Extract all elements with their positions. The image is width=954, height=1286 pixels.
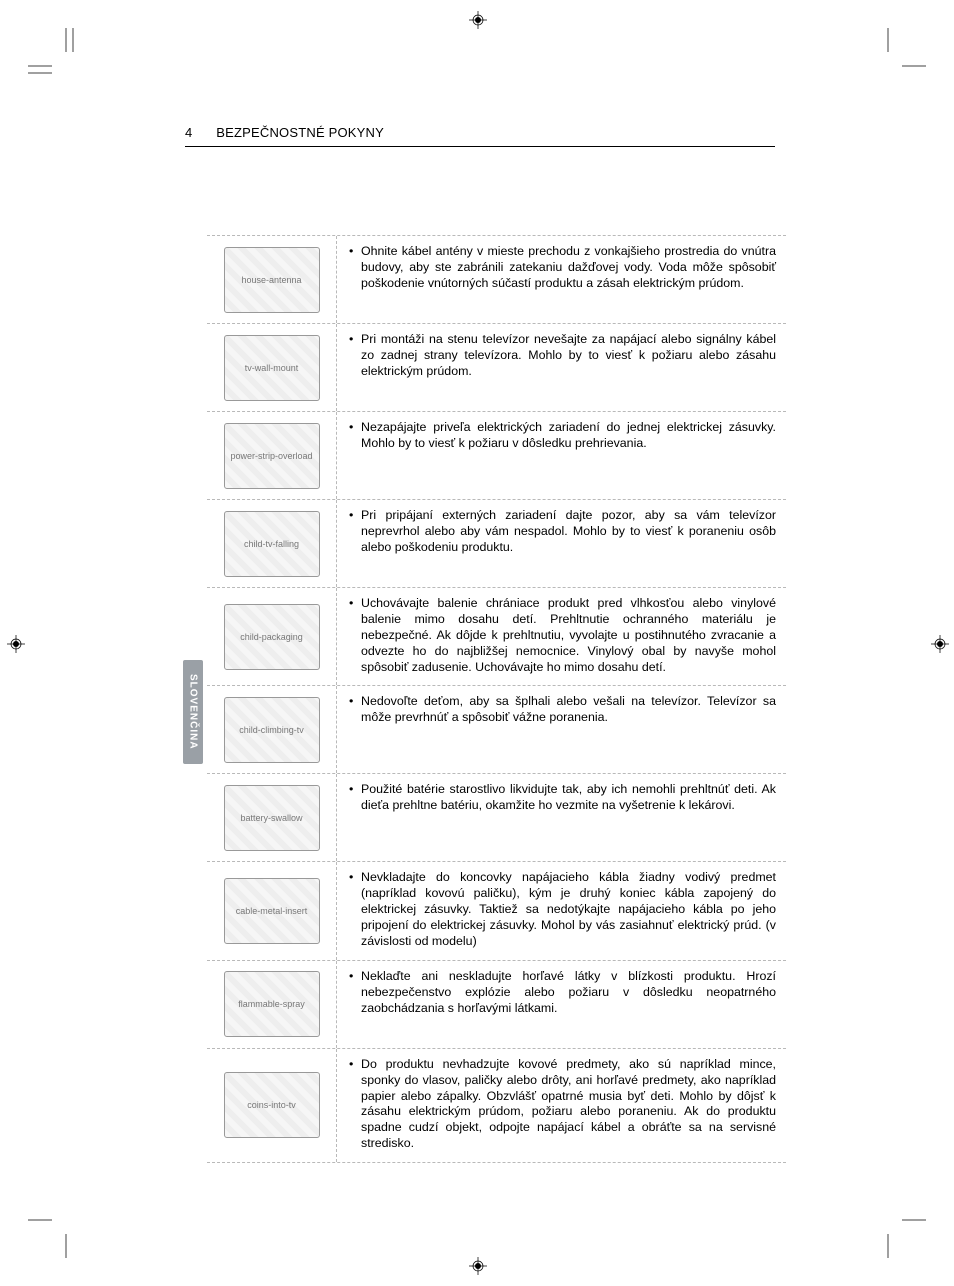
row-icon-cell	[207, 961, 337, 1048]
row-icon-cell	[207, 588, 337, 685]
page-number: 4	[185, 125, 192, 140]
table-row: Nedovoľte deťom, aby sa šplhali alebo ve…	[207, 686, 786, 774]
registration-mark-left	[6, 634, 26, 654]
page-frame: 4 BEZPEČNOSTNÉ POKYNY SLOVENČINA Ohnite …	[55, 50, 903, 1240]
safety-illustration-icon	[224, 247, 320, 313]
row-text-cell: Do produktu nevhadzujte kovové predmety,…	[337, 1049, 786, 1162]
row-text-cell: Uchovávajte balenie chrániace produkt pr…	[337, 588, 786, 685]
row-icon-cell	[207, 686, 337, 773]
row-text-cell: Nevkladajte do koncovky napájacieho kábl…	[337, 862, 786, 959]
instruction-text: Pri montáži na stenu televízor nevešajte…	[349, 332, 776, 380]
registration-mark-right	[930, 634, 950, 654]
table-row: Pri pripájaní externých zariadení dajte …	[207, 500, 786, 588]
safety-illustration-icon	[224, 785, 320, 851]
instruction-text: Nevkladajte do koncovky napájacieho kábl…	[349, 870, 776, 949]
instruction-text: Uchovávajte balenie chrániace produkt pr…	[349, 596, 776, 675]
safety-illustration-icon	[224, 423, 320, 489]
row-text-cell: Pri montáži na stenu televízor nevešajte…	[337, 324, 786, 411]
safety-illustration-icon	[224, 1072, 320, 1138]
row-text-cell: Nezapájajte priveľa elektrických zariade…	[337, 412, 786, 499]
instruction-text: Nedovoľte deťom, aby sa šplhali alebo ve…	[349, 694, 776, 726]
row-icon-cell	[207, 862, 337, 959]
page-header: 4 BEZPEČNOSTNÉ POKYNY	[185, 125, 775, 147]
safety-illustration-icon	[224, 697, 320, 763]
table-row: Ohnite kábel antény v mieste prechodu z …	[207, 236, 786, 324]
table-row: Nezapájajte priveľa elektrických zariade…	[207, 412, 786, 500]
table-row: Pri montáži na stenu televízor nevešajte…	[207, 324, 786, 412]
safety-instructions-table: Ohnite kábel antény v mieste prechodu z …	[207, 235, 786, 1163]
safety-illustration-icon	[224, 878, 320, 944]
language-tab-label: SLOVENČINA	[188, 674, 199, 750]
row-icon-cell	[207, 774, 337, 861]
row-icon-cell	[207, 500, 337, 587]
row-text-cell: Neklaďte ani neskladujte horľavé látky v…	[337, 961, 786, 1048]
instruction-text: Do produktu nevhadzujte kovové predmety,…	[349, 1057, 776, 1152]
table-row: Neklaďte ani neskladujte horľavé látky v…	[207, 961, 786, 1049]
row-icon-cell	[207, 236, 337, 323]
instruction-text: Pri pripájaní externých zariadení dajte …	[349, 508, 776, 556]
registration-mark-top	[468, 10, 488, 30]
row-text-cell: Pri pripájaní externých zariadení dajte …	[337, 500, 786, 587]
instruction-text: Neklaďte ani neskladujte horľavé látky v…	[349, 969, 776, 1017]
row-icon-cell	[207, 1049, 337, 1162]
row-text-cell: Použité batérie starostlivo likvidujte t…	[337, 774, 786, 861]
safety-illustration-icon	[224, 511, 320, 577]
registration-mark-bottom	[468, 1256, 488, 1276]
table-row: Použité batérie starostlivo likvidujte t…	[207, 774, 786, 862]
safety-illustration-icon	[224, 604, 320, 670]
safety-illustration-icon	[224, 971, 320, 1037]
row-icon-cell	[207, 324, 337, 411]
table-row: Do produktu nevhadzujte kovové predmety,…	[207, 1049, 786, 1163]
safety-illustration-icon	[224, 335, 320, 401]
instruction-text: Nezapájajte priveľa elektrických zariade…	[349, 420, 776, 452]
instruction-text: Použité batérie starostlivo likvidujte t…	[349, 782, 776, 814]
row-text-cell: Ohnite kábel antény v mieste prechodu z …	[337, 236, 786, 323]
language-tab: SLOVENČINA	[183, 660, 203, 764]
table-row: Nevkladajte do koncovky napájacieho kábl…	[207, 862, 786, 960]
table-row: Uchovávajte balenie chrániace produkt pr…	[207, 588, 786, 686]
header-title: BEZPEČNOSTNÉ POKYNY	[216, 125, 384, 140]
instruction-text: Ohnite kábel antény v mieste prechodu z …	[349, 244, 776, 292]
row-icon-cell	[207, 412, 337, 499]
row-text-cell: Nedovoľte deťom, aby sa šplhali alebo ve…	[337, 686, 786, 773]
